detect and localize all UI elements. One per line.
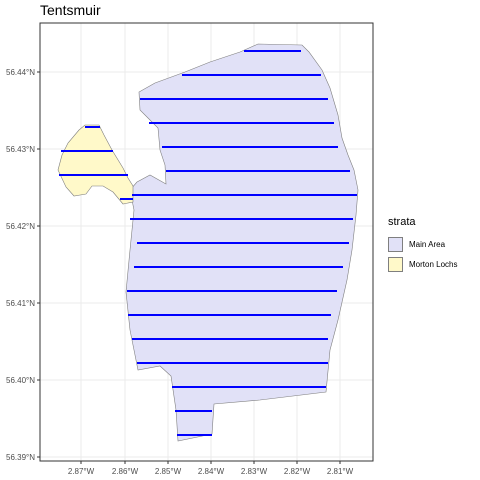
legend-item-main-area: Main Area [388, 234, 457, 254]
legend-key-morton-lochs [388, 256, 403, 272]
legend-label: Morton Lochs [409, 259, 458, 269]
y-tick-label: 56.40°N [6, 376, 35, 385]
plot-title: Tentsmuir [40, 2, 101, 18]
y-tick-label: 56.42°N [6, 222, 35, 231]
panel-border [39, 22, 374, 462]
legend-item-morton-lochs: Morton Lochs [388, 254, 457, 274]
x-tick-label: 2.81°W [327, 467, 354, 476]
legend-key-main-area [388, 236, 403, 252]
x-tick-label: 2.83°W [241, 467, 268, 476]
morton-lochs-polygon [57, 124, 134, 205]
x-tick-label: 2.82°W [284, 467, 311, 476]
y-tick-label: 56.44°N [6, 68, 35, 77]
axis-ticks [37, 71, 341, 464]
x-tick-label: 2.86°W [112, 467, 139, 476]
y-tick-label: 56.39°N [6, 453, 35, 462]
x-tick-label: 2.84°W [198, 467, 225, 476]
y-tick-label: 56.43°N [6, 145, 35, 154]
y-tick-label: 56.41°N [6, 299, 35, 308]
transect-lines [59, 50, 357, 436]
legend-label: Main Area [409, 239, 446, 249]
legend-title: strata [388, 216, 416, 228]
legend: strata Main Area Morton Lochs [388, 216, 457, 274]
x-tick-label: 2.85°W [155, 467, 182, 476]
x-tick-label: 2.87°W [68, 467, 95, 476]
